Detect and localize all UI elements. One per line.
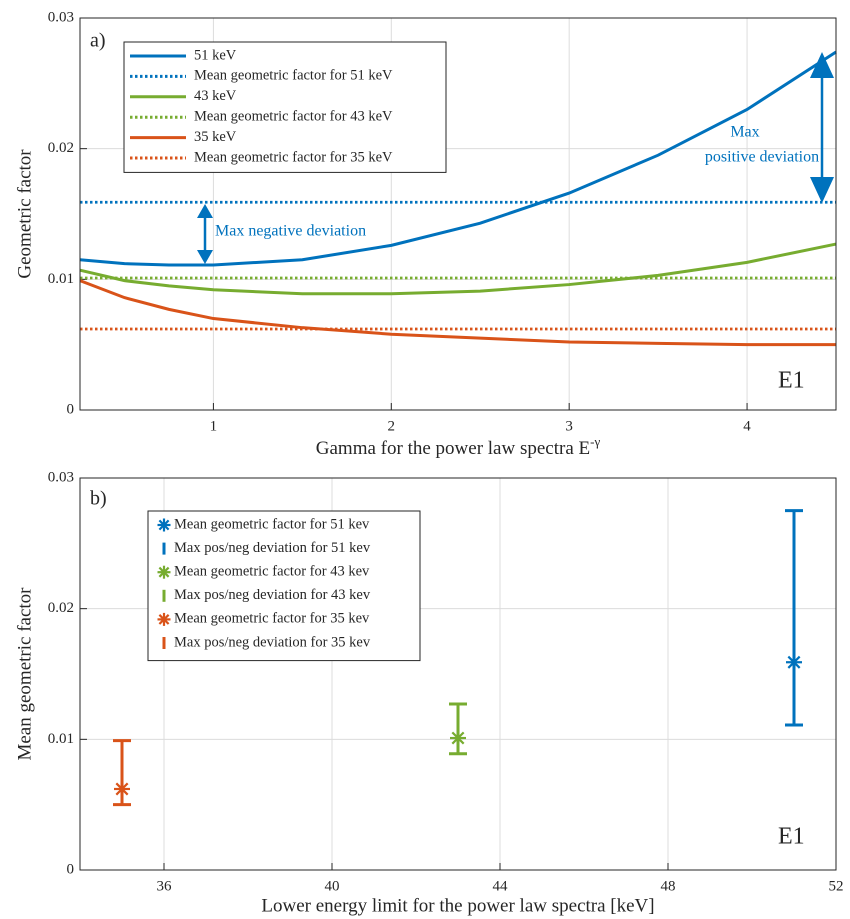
plot-frame xyxy=(79,17,837,411)
y-tick-label: 0.03 xyxy=(48,9,74,25)
legend-label: 35 keV xyxy=(194,129,237,145)
plots: 0 0.01 0.02 0.03 1 2 3 4 51 keV Mean geometric fa… xyxy=(48,9,844,894)
error-bar xyxy=(785,509,803,727)
panel-label: a) xyxy=(90,30,106,52)
legend-label: Mean geometric factor for 43 kev xyxy=(174,564,370,580)
legend-marker xyxy=(157,565,171,579)
x-axis-label: Lower energy limit for the power law spe… xyxy=(261,895,654,916)
y-tick-label: 0.03 xyxy=(48,469,74,485)
legend-label: Mean geometric factor for 35 keV xyxy=(194,149,393,165)
legend-label: Mean geometric factor for 43 keV xyxy=(194,109,393,125)
y-tick-label: 0.01 xyxy=(48,271,74,287)
negative-deviation-arrow xyxy=(197,204,213,264)
annotation: Max negative deviation xyxy=(215,223,366,240)
marker-stroke xyxy=(158,566,170,578)
x-tick-label: 48 xyxy=(661,878,676,894)
marker-stroke xyxy=(158,614,170,625)
y-tick-label: 0.02 xyxy=(48,140,74,156)
legend-label: Mean geometric factor for 51 kev xyxy=(174,516,370,532)
x-tick-label: 4 xyxy=(743,418,751,434)
x-tick-label: 52 xyxy=(829,878,844,894)
series-line xyxy=(79,50,837,267)
legend-label: Max pos/neg deviation for 43 kev xyxy=(174,587,371,603)
marker xyxy=(786,654,802,671)
marker-stroke xyxy=(115,782,129,796)
x-tick-label: 40 xyxy=(325,878,340,894)
series-line xyxy=(79,279,836,347)
y-tick-label: 0 xyxy=(67,401,75,417)
panel-tag: E1 xyxy=(778,824,805,850)
y-tick-label: 0 xyxy=(67,861,75,877)
series-line xyxy=(79,242,837,296)
legend-marker xyxy=(157,612,171,626)
legend-box xyxy=(123,41,447,173)
y-axis-label: Geometric factor xyxy=(14,149,35,279)
x-tick-label: 44 xyxy=(493,878,509,894)
x-tick-label: 36 xyxy=(157,878,173,894)
legend-label: Mean geometric factor for 35 kev xyxy=(174,611,370,627)
panel-label: b) xyxy=(90,488,107,510)
legend-label: Max pos/neg deviation for 35 kev xyxy=(174,634,371,650)
x-tick-label: 1 xyxy=(210,418,218,434)
annotation: positive deviation xyxy=(705,149,819,166)
legend-label: 43 keV xyxy=(194,88,237,104)
y-axis-label: Mean geometric factor xyxy=(14,587,35,761)
x-axis-label-text: Gamma for the power law spectra E xyxy=(316,438,590,459)
marker xyxy=(114,780,130,797)
y-tick-label: 0.01 xyxy=(48,731,74,747)
marker xyxy=(450,730,466,747)
marker-stroke xyxy=(158,519,170,531)
legend-label: Mean geometric factor for 51 keV xyxy=(194,68,393,84)
x-axis-label: Gamma for the power law spectra E-γ xyxy=(316,434,601,459)
x-tick-label: 2 xyxy=(388,418,396,434)
plot-frame xyxy=(79,477,837,871)
marker-stroke xyxy=(787,655,801,669)
legend-box xyxy=(147,510,421,662)
marker-stroke xyxy=(451,731,465,745)
positive-deviation-arrow xyxy=(810,52,834,203)
legend-marker xyxy=(157,518,171,532)
legend-label: Max pos/neg deviation for 51 kev xyxy=(174,540,371,556)
x-axis-label-sup: -γ xyxy=(590,434,600,449)
legend-label: 51 keV xyxy=(194,47,237,63)
panel-tag: E1 xyxy=(778,368,805,394)
y-tick-label: 0.02 xyxy=(48,600,74,616)
x-tick-label: 3 xyxy=(565,418,573,434)
annotation: Max xyxy=(730,124,759,141)
